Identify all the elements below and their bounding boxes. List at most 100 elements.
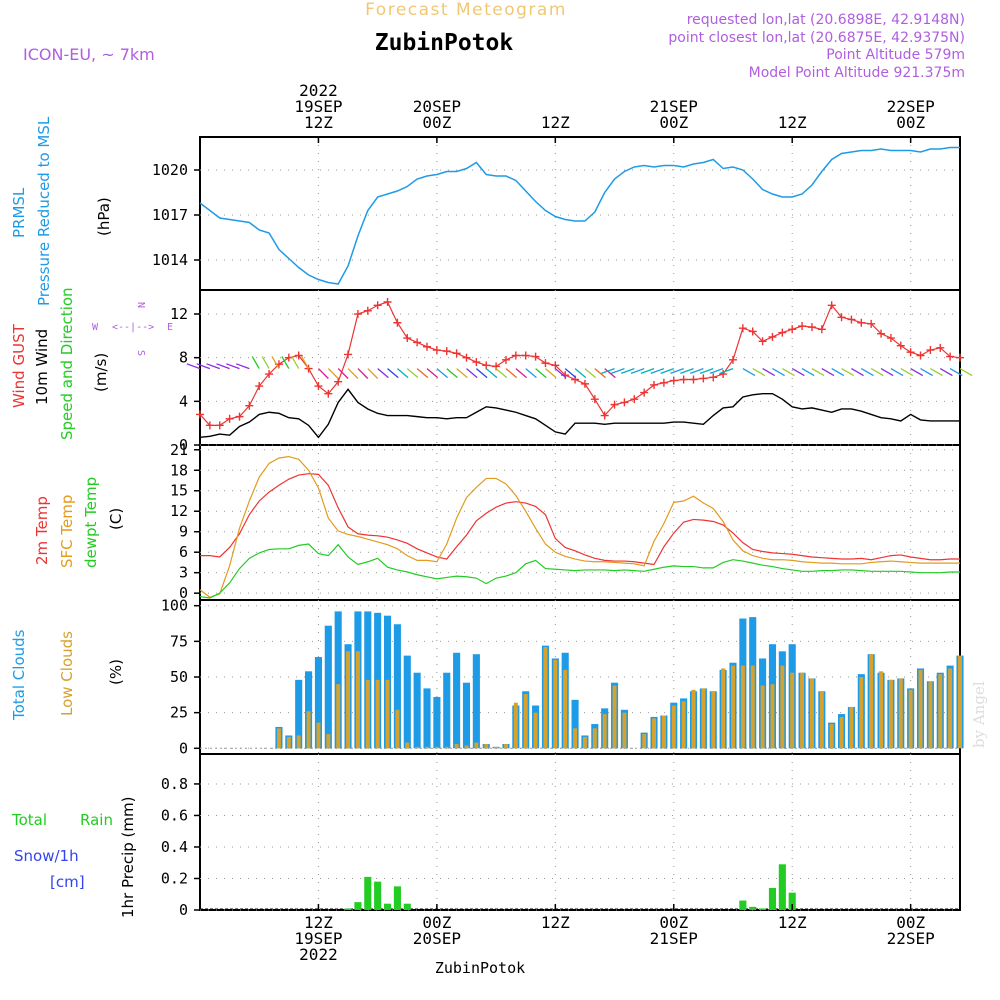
cloud-label-1: Total Clouds: [10, 629, 28, 721]
top-time-label: 2022: [299, 81, 338, 100]
pressure-ytick-label: 1014: [152, 251, 188, 269]
wind-gust-point: [452, 349, 461, 358]
pressure-frame: [199, 136, 961, 291]
wind-gust-point: [294, 351, 303, 360]
bottom-time-label: 2022: [299, 945, 338, 964]
wind-gust-point: [807, 323, 816, 332]
wind-direction-arrow: [347, 368, 359, 379]
wind-gust-point: [353, 310, 362, 319]
wind-gust-point: [758, 337, 767, 346]
rain-bar: [788, 892, 796, 910]
wind-gust-point: [235, 412, 244, 421]
wind-gust-point: [590, 395, 599, 404]
top-time-label: 12Z: [541, 113, 570, 132]
total-cloud-bar: [443, 672, 451, 749]
wind-gust-point: [630, 395, 639, 404]
wind-direction-arrow: [301, 356, 310, 369]
wind-ytick-label: 8: [179, 349, 188, 367]
wind-direction-arrow: [620, 367, 635, 374]
low-cloud-bar: [316, 722, 321, 749]
wind-gust-point: [719, 370, 728, 379]
low-cloud-bar: [839, 716, 844, 749]
top-time-label: 22SEP: [887, 97, 935, 116]
temp-label-1: 2m Temp: [33, 496, 51, 565]
temp-label-2: SFC Temp: [58, 495, 76, 568]
low-cloud-bar: [671, 705, 676, 749]
wind-direction-arrow: [515, 368, 527, 379]
compass-west: W: [92, 322, 99, 333]
low-cloud-bar: [681, 701, 686, 749]
wind-gust-point: [896, 341, 905, 350]
footer-station: ZubinPotok: [435, 959, 525, 977]
wind-direction-arrow: [337, 368, 349, 379]
wind-direction-arrow: [680, 367, 694, 374]
wind-gust-point: [788, 325, 797, 334]
wind-direction-arrow: [821, 368, 835, 377]
cloud-ytick-label: 50: [170, 668, 188, 686]
wind-direction-arrow: [446, 368, 458, 379]
wind-direction-arrow: [495, 368, 508, 379]
wind-direction-arrow: [930, 368, 943, 377]
wind-direction-arrow: [406, 368, 419, 379]
low-cloud-bar: [563, 669, 568, 749]
bottom-time-label: 12Z: [541, 913, 570, 932]
precip-ytick-label: 0: [179, 901, 188, 919]
wind-gust-point: [857, 318, 866, 327]
compass-east: E: [167, 322, 173, 333]
low-cloud-bar: [612, 685, 617, 749]
low-cloud-bar: [958, 655, 962, 749]
low-cloud-bar: [938, 674, 943, 749]
wind-gust-point: [659, 378, 668, 387]
rain-bar: [374, 881, 382, 910]
wind-gust-point: [383, 298, 392, 307]
wind-direction-arrow: [564, 368, 577, 379]
wind-gust-point: [472, 358, 481, 367]
low-cloud-bar: [849, 706, 854, 749]
wind-direction-arrow: [261, 356, 270, 369]
rain-bar: [383, 903, 392, 910]
wind-direction-arrow: [377, 368, 389, 379]
temp-ytick-label: 3: [179, 564, 188, 582]
low-cloud-bar: [306, 711, 311, 749]
wind-direction-arrow: [791, 368, 805, 377]
wind-gust-point: [956, 353, 964, 362]
rain-bar: [403, 903, 411, 910]
compass-north: N: [135, 302, 146, 308]
rain-bar: [344, 908, 352, 910]
low-cloud-bar: [602, 714, 607, 749]
cloud-ytick-label: 0: [179, 739, 188, 757]
wind-direction-arrow: [650, 367, 665, 374]
wind-gust-point: [650, 380, 659, 389]
low-cloud-bar: [928, 681, 933, 749]
low-cloud-bar: [405, 742, 410, 749]
wind-direction-arrow: [660, 367, 674, 374]
top-time-label: 12Z: [778, 113, 807, 132]
snow-unit: [cm]: [50, 873, 85, 891]
compass-south: S: [135, 350, 146, 356]
wind-label-2: 10m Wind: [33, 329, 51, 405]
wind-direction-arrow: [436, 368, 449, 379]
low-cloud-bar: [336, 684, 341, 749]
wind-direction-arrow: [870, 368, 884, 377]
low-cloud-bar: [494, 746, 499, 749]
wind-gust-point: [363, 306, 372, 315]
wind-direction-arrow: [416, 368, 429, 379]
wind-gust-point: [580, 379, 589, 388]
wind-direction-arrow: [216, 363, 230, 370]
compass-arrows: <--|-->: [112, 322, 154, 333]
low-cloud-bar: [898, 678, 903, 749]
snow-label: Snow/1h: [14, 847, 79, 865]
temp-ytick-label: 0: [179, 584, 188, 602]
wind-gust-point: [738, 324, 747, 333]
wind-direction-arrow: [271, 356, 280, 369]
total-cloud-bar: [295, 679, 303, 749]
low-cloud-bar: [582, 736, 587, 749]
wind-direction-arrow: [291, 356, 300, 369]
wind-direction-arrow: [235, 363, 250, 370]
low-cloud-bar: [395, 709, 400, 749]
wind-direction-arrow: [719, 367, 734, 374]
low-cloud-bar: [553, 659, 558, 749]
total-cloud-bar: [403, 655, 411, 749]
wind-gust-line: [199, 301, 961, 426]
wind-gust-point: [867, 319, 876, 328]
